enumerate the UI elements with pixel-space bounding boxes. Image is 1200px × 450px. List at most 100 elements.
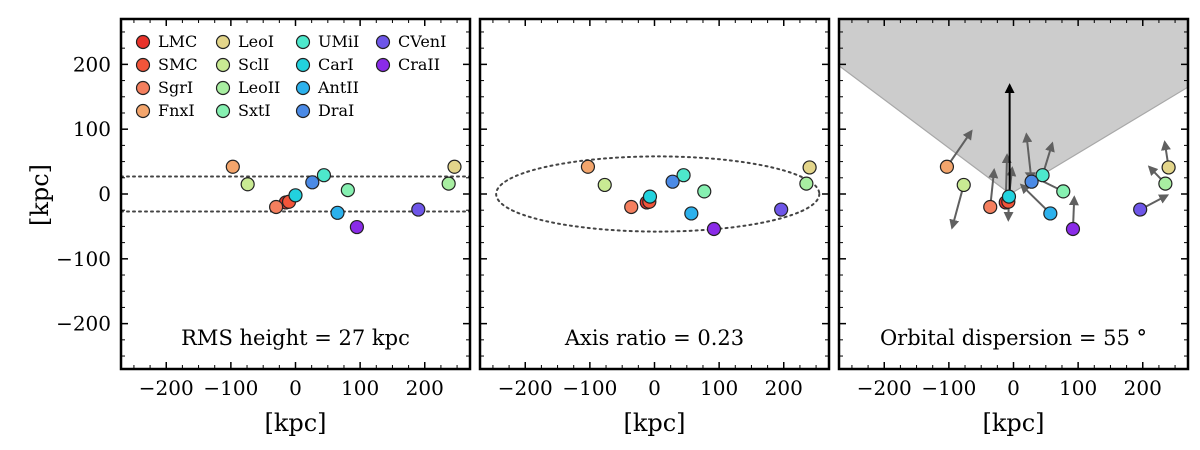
panel-left: −200 −100 0 100 200 −200 −100 0 100 200 RMS height…: [56, 17, 472, 437]
point-craii: [349, 219, 364, 235]
point-cari: [642, 189, 658, 204]
orbit-arrow-scli: [949, 184, 965, 230]
point-scli: [956, 177, 971, 193]
panel-annotation: RMS height = 27 kpc: [181, 326, 410, 350]
point-sgri: [624, 199, 639, 215]
point-drai: [305, 175, 320, 190]
legend-label-drai: DraI: [318, 101, 354, 120]
legend-label-leoii: LeoII: [238, 78, 280, 97]
orbit-arrow-fnxi: [946, 129, 973, 168]
y-tick-label: 200: [73, 52, 111, 76]
point-cari: [288, 188, 303, 203]
y-tick-label: 0: [98, 182, 111, 206]
panel-ticks: −200 −100 0 100 200 −200 −100 0 100 200: [56, 19, 470, 400]
point-sgri: [269, 199, 284, 215]
axis-ratio-ellipse: [495, 155, 821, 233]
point-cari: [1001, 189, 1017, 204]
x-tick-label: 200: [1124, 376, 1162, 400]
legend-label-umii: UMiI: [318, 32, 359, 51]
point-scli: [240, 177, 255, 192]
point-umii: [1035, 168, 1050, 183]
panels-group: −200 −100 0 100 200 −200 −100 0 100 200 RMS height…: [56, 17, 1190, 437]
x-tick-label: 100: [1059, 376, 1097, 400]
legend-marker-drai: [295, 103, 311, 119]
point-fnxi: [580, 159, 596, 174]
legend-marker-sxti: [215, 103, 231, 119]
legend-marker-leoi: [215, 34, 231, 50]
legend-label-craii: CraII: [398, 55, 440, 74]
legend-label-fnxi: FnxI: [158, 101, 195, 120]
point-umii: [676, 168, 691, 183]
x-tick-label: 200: [765, 376, 803, 400]
panel-middle: −200 −100 0 100 200 Axis ratio = 0.23 [kpc]: [478, 17, 831, 437]
point-sxti: [1056, 184, 1071, 199]
point-antii: [330, 205, 345, 220]
point-craii: [706, 221, 722, 237]
legend-label-lmc: LMC: [158, 32, 197, 51]
point-antii: [1043, 206, 1058, 221]
point-cveni: [1133, 202, 1148, 217]
x-tick-label: 0: [1007, 376, 1020, 400]
x-tick-label: 100: [700, 376, 738, 400]
x-tick-label: 0: [289, 376, 302, 400]
point-fnxi: [939, 159, 955, 174]
legend-label-cveni: CVenI: [398, 32, 446, 51]
legend: LMC SMC SgrI FnxI LeoI SclI LeoII SxtI UMiI CarI A…: [135, 32, 446, 120]
legend-marker-fnxi: [135, 103, 151, 119]
y-tick-label: −200: [56, 312, 111, 336]
legend-marker-sgri: [135, 80, 151, 96]
x-tick-label: 100: [341, 376, 379, 400]
x-tick-label: −100: [562, 376, 617, 400]
point-leoi: [802, 160, 817, 175]
legend-label-sxti: SxtI: [238, 101, 271, 120]
legend-marker-leoii: [215, 80, 231, 96]
panel-plot-area: [121, 159, 470, 235]
legend-label-cari: CarI: [318, 55, 354, 74]
point-antii: [684, 206, 699, 221]
y-tick-label: −100: [56, 247, 111, 271]
x-tick-label: 0: [648, 376, 661, 400]
legend-marker-lmc: [135, 34, 151, 50]
point-leoii: [441, 176, 456, 191]
x-axis-label: [kpc]: [623, 409, 685, 437]
x-tick-label: −200: [498, 376, 553, 400]
point-drai: [1024, 174, 1039, 189]
x-tick-label: −100: [921, 376, 976, 400]
y-tick-label: 100: [73, 117, 111, 141]
orbit-arrow-drai: [1022, 132, 1033, 182]
legend-marker-antii: [295, 80, 311, 96]
legend-label-smc: SMC: [158, 55, 198, 74]
legend-marker-umii: [295, 34, 311, 50]
point-leoi: [1161, 160, 1176, 175]
legend-marker-craii: [375, 57, 391, 73]
x-tick-label: −100: [203, 376, 258, 400]
point-sxti: [340, 183, 355, 198]
x-tick-label: 200: [406, 376, 444, 400]
legend-label-leoi: LeoI: [238, 32, 274, 51]
panel-annotation: Axis ratio = 0.23: [564, 326, 744, 350]
x-axis-label: [kpc]: [264, 409, 326, 437]
x-axis-label: [kpc]: [982, 409, 1044, 437]
legend-marker-cari: [295, 57, 311, 73]
point-drai: [665, 174, 680, 189]
point-umii: [316, 168, 332, 183]
y-axis-label: [kpc]: [26, 164, 54, 226]
point-sxti: [697, 184, 712, 199]
legend-label-antii: AntII: [317, 78, 359, 97]
point-sgri: [983, 199, 998, 215]
shaded-cone-region: [839, 19, 1188, 195]
panel-annotation: Orbital dispersion = 55 °: [880, 326, 1147, 350]
point-fnxi: [225, 159, 240, 174]
panel-plot-area: [495, 155, 821, 237]
legend-marker-cveni: [375, 34, 391, 50]
legend-marker-smc: [135, 57, 151, 73]
legend-label-sgri: SgrI: [158, 78, 193, 97]
legend-marker-scli: [215, 57, 231, 73]
point-leoii: [799, 176, 814, 191]
panel-right: −200 −100 0 100 200 Orbital dispersion = 55 °…: [837, 17, 1190, 437]
panel-frame: [837, 17, 1190, 371]
x-tick-label: −200: [857, 376, 912, 400]
point-craii: [1065, 221, 1081, 237]
panel-frame: [119, 17, 472, 371]
